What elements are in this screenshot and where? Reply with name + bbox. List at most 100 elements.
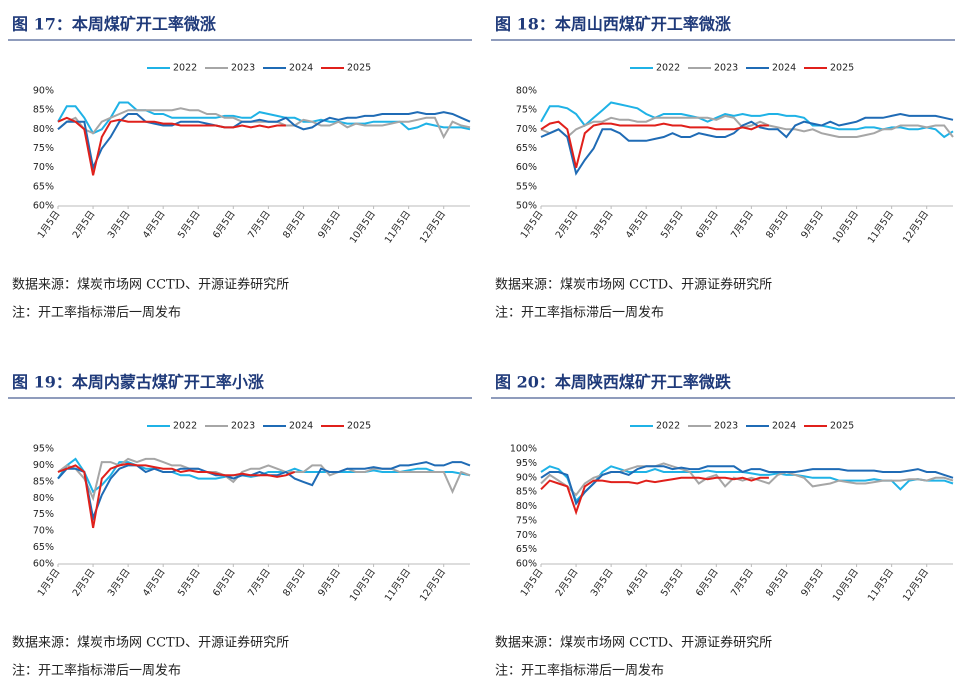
y-tick-label: 100% <box>510 444 537 455</box>
y-tick-label: 90% <box>516 472 537 483</box>
x-tick-label: 10月5日 <box>831 209 861 246</box>
x-tick-label: 6月5日 <box>211 209 238 241</box>
x-tick-label: 8月5日 <box>281 209 308 241</box>
x-tick-label: 6月5日 <box>694 567 721 599</box>
y-tick-label: 80% <box>33 124 54 135</box>
chart-title: 图 18：本周山西煤矿开工率微涨 <box>495 15 731 34</box>
x-tick-label: 8月5日 <box>281 567 308 599</box>
y-tick-label: 70% <box>516 124 537 135</box>
y-tick-label: 60% <box>33 201 54 212</box>
x-tick-label: 11月5日 <box>383 209 413 246</box>
x-tick-label: 5月5日 <box>659 209 686 241</box>
y-tick-label: 60% <box>516 559 537 570</box>
y-tick-label: 75% <box>33 143 54 154</box>
series-line <box>57 101 471 135</box>
x-tick-label: 6月5日 <box>211 567 238 599</box>
chart-title: 图 20：本周陕西煤矿开工率微跌 <box>495 373 732 392</box>
x-tick-label: 6月5日 <box>694 209 721 241</box>
x-tick-label: 2月5日 <box>554 567 581 599</box>
x-tick-label: 12月5日 <box>901 567 931 604</box>
x-tick-label: 8月5日 <box>764 209 791 241</box>
series-line <box>540 112 954 176</box>
x-tick-label: 5月5日 <box>659 567 686 599</box>
legend-label: 2023 <box>714 63 738 74</box>
footnote: 注：开工率指标滞后一周发布 <box>12 663 181 679</box>
legend-label: 2025 <box>347 421 371 432</box>
x-tick-label: 2月5日 <box>71 209 98 241</box>
series-line <box>57 457 471 502</box>
legend-label: 2023 <box>231 421 255 432</box>
x-tick-label: 10月5日 <box>348 567 378 604</box>
footnote: 注：开工率指标滞后一周发布 <box>495 663 664 679</box>
legend-label: 2024 <box>289 63 313 74</box>
series-line <box>540 465 954 506</box>
y-tick-label: 75% <box>516 105 537 116</box>
x-tick-label: 11月5日 <box>383 567 413 604</box>
x-tick-label: 7月5日 <box>729 567 756 599</box>
x-tick-label: 10月5日 <box>831 567 861 604</box>
y-tick-label: 80% <box>516 501 537 512</box>
y-tick-label: 55% <box>516 181 537 192</box>
x-tick-label: 7月5日 <box>246 567 273 599</box>
source-note: 数据来源：煤炭市场网 CCTD、开源证券研究所 <box>12 635 289 651</box>
x-tick-label: 9月5日 <box>316 567 343 599</box>
y-tick-label: 75% <box>516 515 537 526</box>
y-tick-label: 70% <box>33 526 54 537</box>
footnote: 注：开工率指标滞后一周发布 <box>495 305 664 321</box>
x-tick-label: 4月5日 <box>624 567 651 599</box>
chart-title: 图 17：本周煤矿开工率微涨 <box>12 15 216 34</box>
y-tick-label: 90% <box>33 86 54 97</box>
x-tick-label: 4月5日 <box>141 567 168 599</box>
y-tick-label: 85% <box>516 487 537 498</box>
series-line <box>57 116 286 176</box>
y-tick-label: 50% <box>516 201 537 212</box>
y-tick-label: 85% <box>33 105 54 116</box>
x-tick-label: 11月5日 <box>866 209 896 246</box>
x-tick-label: 2月5日 <box>71 567 98 599</box>
x-tick-label: 8月5日 <box>764 567 791 599</box>
y-tick-label: 95% <box>516 458 537 469</box>
y-tick-label: 65% <box>516 544 537 555</box>
x-tick-label: 9月5日 <box>799 209 826 241</box>
legend-label: 2022 <box>173 63 197 74</box>
x-tick-label: 12月5日 <box>418 209 448 246</box>
y-tick-label: 70% <box>516 530 537 541</box>
x-tick-label: 9月5日 <box>799 567 826 599</box>
y-tick-label: 75% <box>33 509 54 520</box>
x-tick-label: 1月5日 <box>519 567 546 599</box>
legend-label: 2022 <box>173 421 197 432</box>
x-tick-label: 3月5日 <box>589 209 616 241</box>
x-tick-label: 1月5日 <box>519 209 546 241</box>
x-tick-label: 7月5日 <box>729 209 756 241</box>
legend-label: 2024 <box>772 63 796 74</box>
y-tick-label: 65% <box>516 143 537 154</box>
legend-label: 2025 <box>347 63 371 74</box>
legend-label: 2023 <box>231 63 255 74</box>
legend-label: 2022 <box>656 63 680 74</box>
x-tick-label: 4月5日 <box>624 209 651 241</box>
footnote: 注：开工率指标滞后一周发布 <box>12 305 181 321</box>
x-tick-label: 11月5日 <box>866 567 896 604</box>
x-tick-label: 10月5日 <box>348 209 378 246</box>
legend-label: 2025 <box>830 63 854 74</box>
x-tick-label: 2月5日 <box>554 209 581 241</box>
series-line <box>540 114 954 139</box>
source-note: 数据来源：煤炭市场网 CCTD、开源证券研究所 <box>495 277 772 293</box>
series-line <box>57 461 471 522</box>
x-tick-label: 5月5日 <box>176 209 203 241</box>
legend-label: 2023 <box>714 421 738 432</box>
x-tick-label: 3月5日 <box>106 209 133 241</box>
y-tick-label: 65% <box>33 181 54 192</box>
x-tick-label: 3月5日 <box>589 567 616 599</box>
y-tick-label: 95% <box>33 444 54 455</box>
x-tick-label: 3月5日 <box>106 567 133 599</box>
y-tick-label: 80% <box>33 493 54 504</box>
y-tick-label: 85% <box>33 476 54 487</box>
series-line <box>57 462 296 529</box>
y-tick-label: 65% <box>33 542 54 553</box>
x-tick-label: 12月5日 <box>418 567 448 604</box>
series-line <box>57 111 471 171</box>
x-tick-label: 9月5日 <box>316 209 343 241</box>
series-line <box>540 120 769 168</box>
